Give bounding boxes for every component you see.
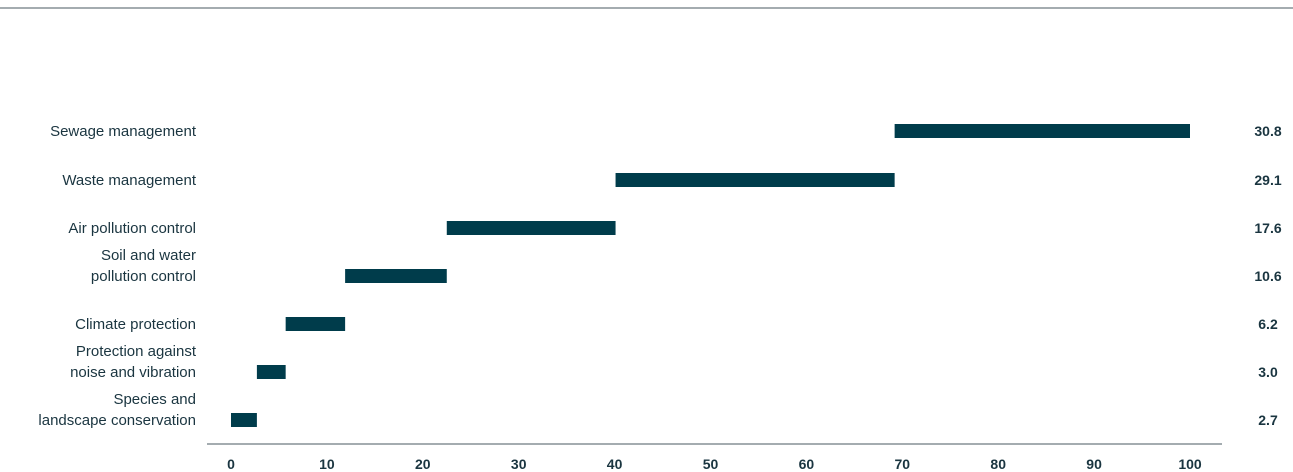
- value-label: 3.0: [1258, 364, 1278, 380]
- category-label: Climate protection: [75, 316, 196, 333]
- x-tick-label: 40: [607, 456, 623, 472]
- category-labels: Sewage management Waste management Air pol…: [38, 123, 196, 429]
- x-tick-label: 90: [1086, 456, 1102, 472]
- category-label: Protection against: [76, 343, 197, 360]
- x-tick-label: 50: [703, 456, 719, 472]
- category-label: Waste management: [62, 172, 197, 189]
- bar: [894, 124, 1190, 138]
- value-labels: 30.8 29.1 17.6 10.6 6.2 3.0 2.7: [1254, 123, 1281, 428]
- category-label: pollution control: [91, 268, 196, 285]
- x-tick-label: 20: [415, 456, 431, 472]
- x-tick-label: 60: [799, 456, 815, 472]
- bar: [231, 413, 257, 427]
- x-tick-label: 0: [227, 456, 235, 472]
- bar: [256, 365, 286, 379]
- bars: [231, 124, 1190, 427]
- x-axis-ticks: 0 10 20 30 40 50 60 70 80 90 100: [227, 456, 1202, 472]
- x-tick-label: 10: [319, 456, 335, 472]
- category-label: Air pollution control: [68, 220, 196, 237]
- bar: [446, 221, 616, 235]
- bar: [285, 317, 346, 331]
- category-label: Soil and water: [101, 247, 196, 264]
- category-label: Species and: [113, 391, 196, 408]
- value-label: 17.6: [1254, 220, 1281, 236]
- value-label: 6.2: [1258, 316, 1278, 332]
- bar: [345, 269, 447, 283]
- category-label: landscape conservation: [38, 412, 196, 429]
- x-tick-label: 100: [1178, 456, 1202, 472]
- x-tick-label: 70: [895, 456, 911, 472]
- value-label: 29.1: [1254, 172, 1281, 188]
- x-tick-label: 80: [990, 456, 1006, 472]
- category-label: Sewage management: [50, 123, 197, 140]
- x-tick-label: 30: [511, 456, 527, 472]
- bar: [615, 173, 895, 187]
- category-label: noise and vibration: [70, 364, 196, 381]
- value-label: 10.6: [1254, 268, 1281, 284]
- value-label: 2.7: [1258, 412, 1278, 428]
- value-label: 30.8: [1254, 123, 1281, 139]
